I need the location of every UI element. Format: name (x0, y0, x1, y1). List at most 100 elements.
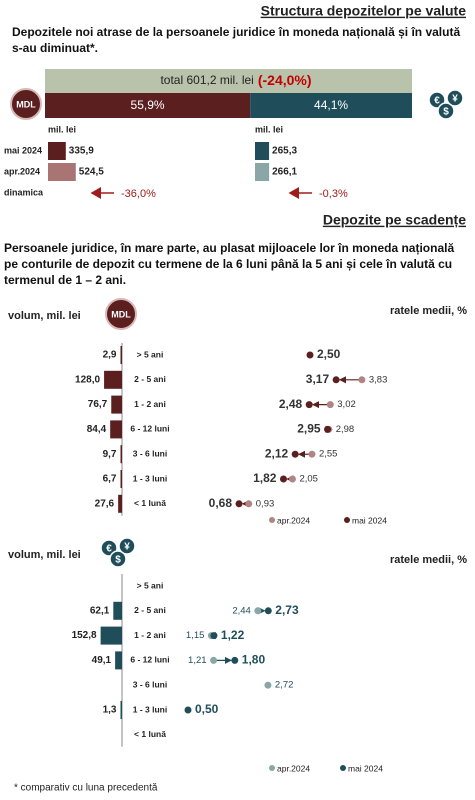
category-label: 3 - 6 luni (133, 679, 167, 689)
axis-title: ratele medii, % (390, 554, 467, 566)
category-label: 2 - 5 ani (134, 374, 166, 384)
fx-icon-coin (437, 102, 455, 120)
axis-title: volum, mil. lei (8, 549, 81, 561)
change-label: -36,0% (121, 188, 156, 200)
volume-bar (120, 701, 122, 719)
rate-label: 3,17 (306, 372, 330, 386)
rate-dot (245, 500, 253, 508)
rate-label: 0,68 (209, 496, 233, 510)
volume-bar (255, 142, 270, 160)
legend-dot (344, 517, 350, 523)
category-label: > 5 ani (137, 580, 164, 590)
fx-icon-symbol: $ (443, 107, 449, 118)
volume-bar (48, 163, 76, 181)
category-label: 1 - 3 luni (133, 473, 167, 483)
fx-icon-symbol: $ (115, 555, 121, 566)
row-label: dinamica (4, 187, 44, 197)
mdl-badge-label: MDL (111, 309, 131, 319)
volume-label: 335,9 (69, 146, 94, 157)
rate-label: 1,15 (186, 630, 205, 641)
category-label: < 1 lună (134, 729, 166, 739)
category-label: 3 - 6 luni (133, 448, 167, 458)
rate-label: 1,22 (221, 628, 245, 642)
volume-label: 76,7 (88, 399, 108, 410)
volume-bar (100, 626, 122, 645)
rate-dot (264, 607, 272, 615)
rate-label: 2,72 (275, 680, 294, 691)
volume-bar (48, 142, 66, 160)
row-label: mai 2024 (4, 145, 42, 155)
fx-icon-symbol: ¥ (452, 94, 458, 105)
rate-dot (305, 401, 313, 409)
rate-dot (288, 475, 296, 483)
fx-icon-coin (446, 89, 464, 107)
volume-bar (118, 494, 122, 513)
rate-label: 2,48 (279, 397, 303, 411)
volume-bar (111, 395, 122, 414)
rate-dot (326, 401, 334, 409)
legend-label: mai 2024 (352, 515, 387, 525)
category-label: < 1 lună (134, 498, 166, 508)
rate-label: 1,82 (253, 471, 277, 485)
rate-label: 0,50 (195, 702, 219, 716)
volume-label: 1,3 (103, 705, 117, 716)
legend-label: apr.2024 (277, 763, 310, 773)
legend-label: apr.2024 (277, 515, 310, 525)
rate-dot (231, 656, 239, 664)
share-label: 44,1% (314, 98, 348, 112)
category-label: 1 - 3 luni (133, 704, 167, 714)
volume-bar (255, 163, 270, 181)
rate-label: 2,95 (297, 422, 321, 436)
fx-icon-symbol: € (106, 544, 112, 555)
fx-icon-symbol: € (434, 96, 440, 107)
volume-label: 128,0 (75, 374, 100, 385)
volume-label: 6,7 (103, 474, 117, 485)
change-label: -0,3% (319, 188, 348, 200)
volume-bar (120, 445, 122, 464)
total-change: (-24,0%) (258, 72, 312, 88)
category-label: 6 - 12 luni (130, 424, 169, 434)
mdl-badge-label: MDL (16, 99, 36, 109)
axis-title: ratele medii, % (390, 305, 467, 317)
volume-label: 265,3 (272, 146, 297, 157)
legend-dot (340, 765, 346, 771)
fx-icon-coin (118, 537, 136, 555)
rate-dot (210, 632, 218, 640)
unit-label: mil. lei (48, 124, 76, 134)
category-label: > 5 ani (137, 349, 164, 359)
intro-text: Depozitele noi atrase de la persoanele j… (12, 25, 461, 55)
mdl-badge (10, 88, 42, 120)
rate-label: 0,93 (256, 498, 275, 509)
volume-label: 49,1 (92, 655, 112, 666)
volume-bar (120, 470, 122, 488)
rate-label: 2,73 (275, 603, 299, 617)
rate-label: 2,55 (319, 449, 338, 460)
total-text: total 601,2 mil. lei (-24,0%) (160, 72, 311, 88)
share-label: 55,9% (131, 98, 165, 112)
unit-label: mil. lei (255, 124, 283, 134)
rate-label: 1,21 (188, 655, 207, 666)
volume-label: 2,9 (103, 350, 117, 361)
rate-dot (184, 706, 192, 714)
rate-label: 2,05 (299, 474, 318, 485)
rate-dot (308, 450, 316, 458)
volume-label: 152,8 (72, 630, 97, 641)
row-label: apr.2024 (4, 166, 40, 176)
rate-label: 2,44 (232, 605, 251, 616)
category-label: 6 - 12 luni (130, 655, 169, 665)
rate-dot (358, 376, 366, 384)
volume-bar (113, 601, 122, 620)
legend-dot (269, 765, 275, 771)
rate-dot (210, 656, 218, 664)
volume-bar (104, 370, 122, 389)
volume-bar (115, 651, 122, 670)
volume-bar (120, 346, 122, 364)
rate-dot (306, 351, 314, 359)
fx-icon-symbol: ¥ (124, 542, 130, 553)
total-label: total 601,2 mil. lei (160, 73, 253, 87)
section-title: Structura depozitelor pe valute (261, 3, 467, 19)
rate-dot (324, 425, 332, 433)
axis-title: volum, mil. lei (8, 310, 81, 322)
category-label: 1 - 2 ani (134, 399, 166, 409)
